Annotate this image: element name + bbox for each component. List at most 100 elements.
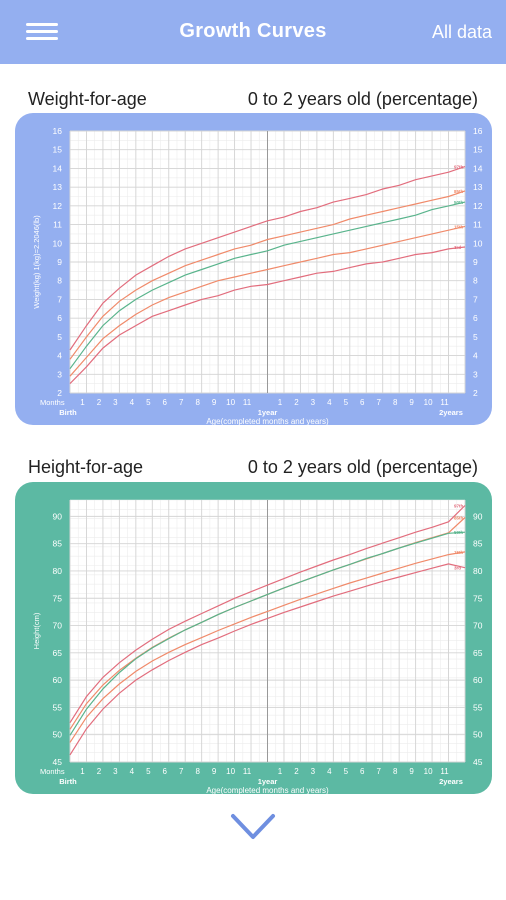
y-tick-label-right: 80 <box>473 566 483 576</box>
height-chart-card[interactable]: 45 45 50 50 55 55 60 60 65 65 70 70 75 75 80 80 85 85 90 90… <box>15 482 492 794</box>
series-line-50th <box>69 531 466 736</box>
y-tick-label-left: 4 <box>57 351 62 361</box>
y-tick-label-left: 10 <box>53 238 63 248</box>
x-tick-label: 4 <box>327 398 332 407</box>
y-tick-label-left: 50 <box>53 730 63 740</box>
series-label-15th: 15th <box>454 224 464 229</box>
y-tick-label-left: 11 <box>53 220 62 230</box>
y-tick-label-left: 6 <box>57 313 62 323</box>
x-tick-label: 10 <box>226 398 235 407</box>
y-tick-label-left: 5 <box>57 332 62 342</box>
y-tick-label-right: 55 <box>473 702 483 712</box>
x-tick-label: 7 <box>376 398 381 407</box>
y-tick-label-left: 13 <box>53 182 63 192</box>
series-label-85th: 85th <box>454 515 464 520</box>
x-tick-label: 8 <box>195 398 200 407</box>
x-tick-label: 3 <box>311 398 316 407</box>
x-tick-label: 8 <box>393 767 398 776</box>
x-tick-label: 4 <box>130 398 135 407</box>
y-tick-label-left: 70 <box>53 621 63 631</box>
x-label-2years: 2years <box>439 777 463 786</box>
hamburger-menu-icon[interactable] <box>26 22 58 42</box>
series-label-97th: 97th <box>454 503 464 508</box>
y-tick-label-left: 15 <box>53 145 63 155</box>
y-tick-label-right: 90 <box>473 511 483 521</box>
y-tick-label-right: 7 <box>473 294 478 304</box>
y-tick-label-left: 90 <box>53 511 63 521</box>
y-tick-label-left: 14 <box>53 163 63 173</box>
x-tick-label: 10 <box>424 398 433 407</box>
x-tick-label: 11 <box>440 398 449 407</box>
series-line-15th <box>69 225 466 377</box>
series-label-3rd: 3rd <box>454 566 461 571</box>
x-tick-label: 1 <box>278 767 283 776</box>
x-tick-label: 6 <box>163 398 168 407</box>
y-tick-label-right: 16 <box>473 126 483 136</box>
x-tick-label: 6 <box>163 767 168 776</box>
x-unit-label: Months <box>40 398 65 407</box>
x-tick-label: 6 <box>360 398 365 407</box>
y-tick-label-right: 60 <box>473 675 483 685</box>
weight-chart-card[interactable]: 2 2 3 3 4 4 5 5 6 6 7 7 8 8 9 9 10 10 11 11 12 12 13 13 14 14 15 15… <box>15 113 492 425</box>
series-line-3rd <box>69 563 466 756</box>
x-tick-label: 9 <box>409 398 414 407</box>
x-tick-label: 1 <box>80 398 85 407</box>
x-tick-label: 2 <box>294 398 299 407</box>
series-label-97th: 97th <box>454 165 464 170</box>
x-tick-label: 2 <box>294 767 299 776</box>
x-axis-label: Age(completed months and years) <box>206 786 329 794</box>
y-tick-label-right: 2 <box>473 388 478 398</box>
y-tick-label-left: 3 <box>57 369 62 379</box>
y-tick-label-right: 3 <box>473 369 478 379</box>
series-label-50th: 50th <box>454 530 464 535</box>
x-tick-label: 3 <box>113 398 118 407</box>
x-tick-label: 5 <box>146 398 151 407</box>
y-axis-label: Weight(kg) 1(kg)=2.2046(lb) <box>32 215 41 309</box>
y-tick-label-right: 6 <box>473 313 478 323</box>
y-tick-label-right: 85 <box>473 539 483 549</box>
weight-chart-subtitle: 0 to 2 years old (percentage) <box>247 89 478 109</box>
x-tick-label: 1 <box>278 398 283 407</box>
x-tick-label: 3 <box>113 767 118 776</box>
y-tick-label-left: 65 <box>53 648 63 658</box>
x-tick-label: 3 <box>311 767 316 776</box>
x-label-1year: 1year <box>258 777 278 786</box>
x-tick-label: 7 <box>179 398 184 407</box>
y-tick-label-left: 75 <box>53 593 63 603</box>
x-tick-label: 8 <box>393 398 398 407</box>
x-label-birth: Birth <box>59 777 77 786</box>
y-tick-label-left: 60 <box>53 675 63 685</box>
y-tick-label-left: 12 <box>53 201 63 211</box>
y-tick-label-right: 14 <box>473 163 483 173</box>
x-axis-label: Age(completed months and years) <box>206 417 329 425</box>
x-tick-label: 11 <box>440 767 449 776</box>
series-line-15th <box>69 551 466 743</box>
y-tick-label-left: 2 <box>57 388 62 398</box>
y-tick-label-right: 8 <box>473 276 478 286</box>
series-line-97th <box>69 166 466 351</box>
weight-chart-title: Weight-for-age <box>28 89 147 109</box>
x-label-1year: 1year <box>258 408 278 417</box>
y-tick-label-left: 45 <box>53 757 63 767</box>
x-tick-label: 5 <box>344 398 349 407</box>
y-tick-label-left: 8 <box>57 276 62 286</box>
x-tick-label: 11 <box>243 398 252 407</box>
series-line-3rd <box>69 246 466 385</box>
series-line-97th <box>69 505 466 724</box>
y-tick-label-right: 65 <box>473 648 483 658</box>
all-data-button[interactable]: All data <box>431 22 492 42</box>
y-tick-label-right: 50 <box>473 730 483 740</box>
x-tick-label: 5 <box>344 767 349 776</box>
x-tick-label: 2 <box>97 398 102 407</box>
y-tick-label-right: 5 <box>473 332 478 342</box>
y-tick-label-left: 7 <box>57 294 62 304</box>
series-label-85th: 85th <box>454 189 464 194</box>
y-tick-label-left: 80 <box>53 566 63 576</box>
y-tick-label-right: 15 <box>473 145 483 155</box>
y-tick-label-left: 85 <box>53 539 63 549</box>
chevron-down-icon[interactable] <box>230 812 276 842</box>
height-chart-subtitle: 0 to 2 years old (percentage) <box>247 457 478 477</box>
y-axis-label: Height(cm) <box>32 612 41 649</box>
